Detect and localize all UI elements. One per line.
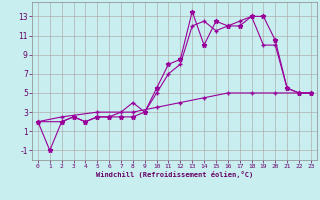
X-axis label: Windchill (Refroidissement éolien,°C): Windchill (Refroidissement éolien,°C) (96, 171, 253, 178)
